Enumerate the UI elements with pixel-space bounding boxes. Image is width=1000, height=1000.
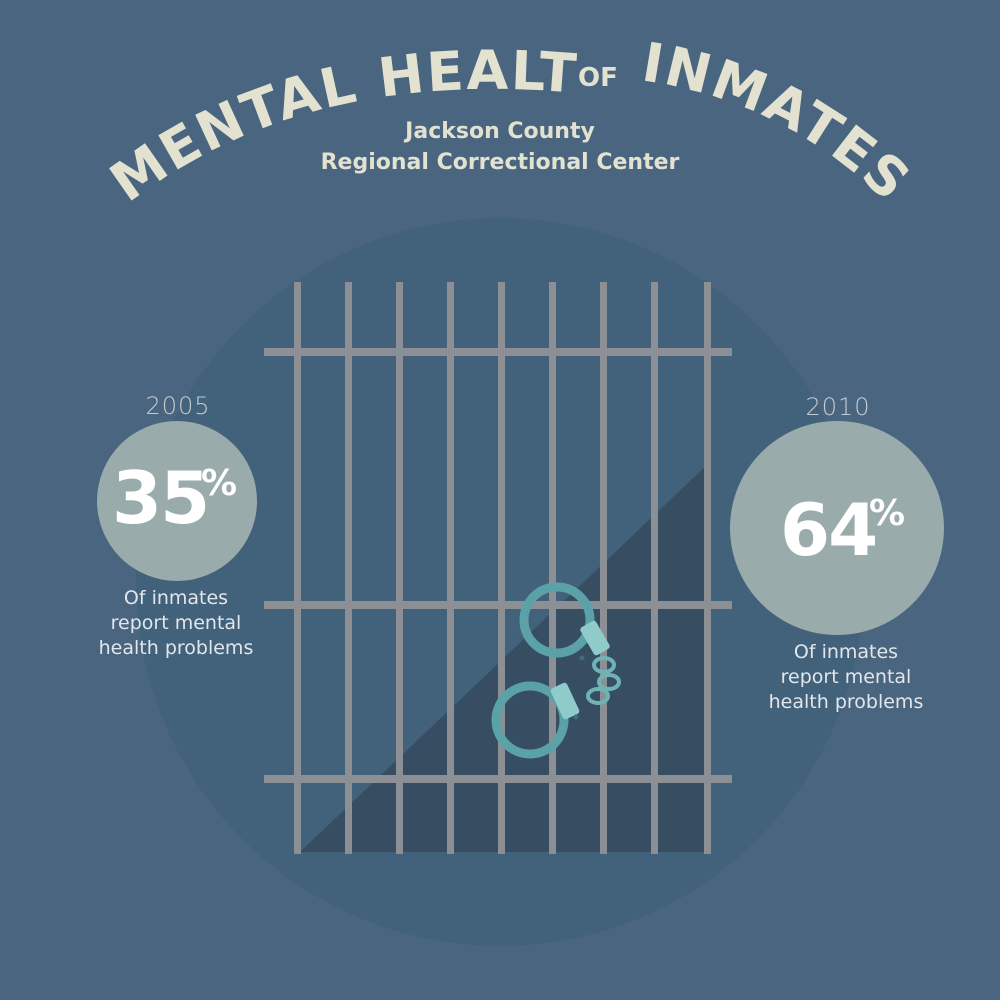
stat-caption-2010: Of inmates report mental health problems	[746, 640, 946, 715]
caption-line: report mental	[110, 612, 242, 634]
stat-unit-2005: %	[201, 463, 238, 504]
caption-line: health problems	[768, 691, 924, 713]
stat-circle-2010	[730, 421, 944, 635]
title-part-1: MENTAL HEALTH	[0, 0, 578, 214]
stat-year-2005: 2005	[145, 392, 211, 420]
caption-line: Of inmates	[793, 641, 899, 663]
subtitle-line-2: Regional Correctional Center	[320, 150, 680, 175]
title-connector: OF	[578, 63, 618, 93]
stat-value-2005: 35	[112, 456, 210, 540]
jail-bars	[264, 282, 732, 854]
stat-value-2010: 64	[780, 488, 878, 572]
stat-unit-2010: %	[869, 493, 906, 534]
stat-caption-2005: Of inmates report mental health problems	[76, 586, 276, 661]
caption-line: health problems	[98, 637, 254, 659]
stat-circle-2005	[97, 421, 257, 581]
caption-line: report mental	[780, 666, 912, 688]
title-main: MENTAL HEALTH	[0, 0, 580, 214]
handcuffs-icon	[491, 582, 621, 759]
stat-year-2010: 2010	[805, 393, 871, 421]
subtitle-line-1: Jackson County	[405, 119, 595, 144]
caption-line: Of inmates	[123, 587, 229, 609]
